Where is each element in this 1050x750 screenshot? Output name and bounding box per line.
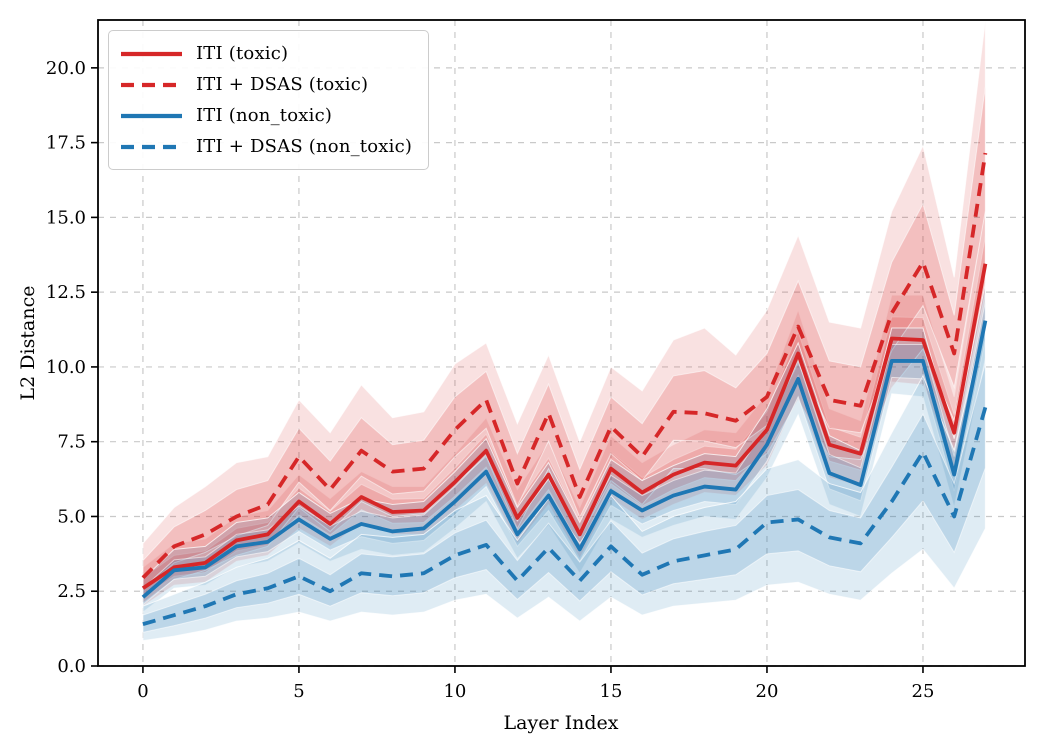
iti-dsas-non-toxic-band-outer <box>142 318 986 642</box>
legend-dashed-line-sample <box>121 144 182 149</box>
iti-dsas-toxic-band-inner <box>142 86 986 592</box>
iti-dsas-non-toxic-band-inner <box>142 363 986 633</box>
legend-label: ITI (toxic) <box>196 43 289 64</box>
legend-item-iti-dsas-non-toxic: ITI + DSAS (non_toxic) <box>120 131 412 162</box>
legend-label: ITI + DSAS (toxic) <box>196 74 369 95</box>
legend-item-iti-non-toxic: ITI (non_toxic) <box>120 100 412 131</box>
x-axis-label: Layer Index <box>504 712 619 734</box>
y-tick-label: 0.0 <box>57 656 86 677</box>
y-tick-label: 12.5 <box>46 282 86 303</box>
line-iti-dsas-toxic <box>141 152 988 580</box>
legend-dashed-line-sample <box>121 82 182 87</box>
y-tick-label: 17.5 <box>46 133 86 154</box>
y-tick-label: 15.0 <box>46 207 86 228</box>
legend-item-iti-dsas-toxic: ITI + DSAS (toxic) <box>120 69 412 100</box>
y-tick-label: 2.5 <box>57 581 86 602</box>
tick-layer: 0 5 10 15 20 25 0.0 2.5 5.0 7.5 10.0 12.5 15.0 17.5 20… <box>46 58 935 702</box>
x-tick-label: 5 <box>293 681 304 702</box>
y-tick-label: 10.0 <box>46 357 86 378</box>
legend-solid-line-sample <box>121 113 182 118</box>
legend-solid-line-sample <box>121 51 182 56</box>
line-iti-non-toxic <box>141 320 988 599</box>
plot-border <box>97 19 1026 667</box>
x-tick-label: 15 <box>600 681 623 702</box>
legend-item-iti-toxic: ITI (toxic) <box>120 38 412 69</box>
x-tick-label: 10 <box>443 681 466 702</box>
x-tick-label: 20 <box>756 681 779 702</box>
legend-label: ITI + DSAS (non_toxic) <box>196 136 413 157</box>
legend: ITI (toxic) ITI + DSAS (toxic) ITI (non_to… <box>108 30 430 170</box>
x-tick-label: 25 <box>912 681 935 702</box>
x-tick-label: 0 <box>137 681 148 702</box>
legend-label: ITI (non_toxic) <box>196 105 333 126</box>
line-layer <box>141 152 988 626</box>
line-iti-toxic <box>141 263 988 590</box>
y-tick-label: 5.0 <box>57 506 86 527</box>
y-tick-label: 20.0 <box>46 58 86 79</box>
y-axis-label: L2 Distance <box>17 286 39 401</box>
y-tick-label: 7.5 <box>57 432 86 453</box>
